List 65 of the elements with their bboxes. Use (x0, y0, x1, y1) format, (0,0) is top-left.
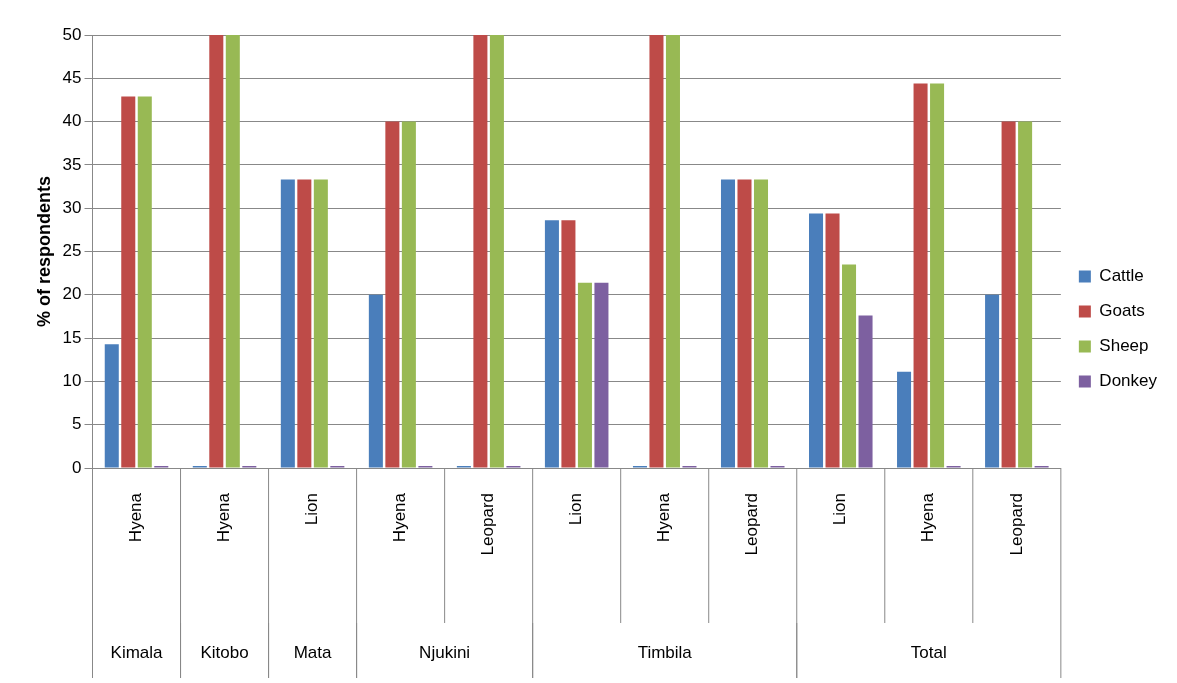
bar (561, 220, 576, 468)
y-tick-label: 40 (62, 111, 82, 131)
y-tick-label: 5 (72, 414, 82, 434)
bar (1001, 121, 1016, 468)
text: Kimala (110, 642, 164, 662)
bar (737, 179, 752, 468)
x-tick-label: Lion (830, 493, 850, 526)
bar (401, 121, 416, 468)
bar (649, 35, 664, 468)
text: Timbila (637, 642, 693, 662)
bar (753, 179, 769, 468)
bar (121, 96, 136, 468)
text: Kitobo (200, 642, 249, 662)
x-tick-label: Hyena (918, 492, 938, 543)
y-tick-label: 45 (62, 67, 82, 87)
legend-label: Donkey (1099, 371, 1158, 391)
bar (930, 83, 945, 468)
y-tick-label: 50 (62, 24, 82, 44)
bar (280, 179, 295, 468)
text: Total (910, 642, 947, 662)
x-tick-label: Leopard (478, 493, 498, 556)
bar (209, 35, 224, 468)
x-tick-label: Hyena (126, 492, 146, 543)
text: Mata (293, 642, 333, 662)
x-tick-label: Leopard (1006, 493, 1026, 556)
y-axis-title: % of respondents (33, 175, 54, 328)
legend-label: Sheep (1099, 336, 1149, 356)
bar (842, 264, 857, 468)
bar (858, 315, 873, 468)
legend-label: Goats (1099, 301, 1145, 321)
bar (720, 179, 735, 468)
bar (825, 213, 840, 468)
bar (489, 35, 504, 468)
bar (665, 35, 680, 468)
x-tick-label: Lion (566, 493, 586, 526)
y-tick-label: 30 (62, 197, 82, 217)
y-tick-label: 25 (62, 241, 82, 261)
bar (297, 179, 312, 468)
bar (809, 213, 824, 468)
bar (385, 121, 400, 468)
y-tick-label: 15 (62, 327, 82, 347)
bar (594, 282, 609, 468)
y-tick-label: 35 (62, 154, 82, 174)
bar (104, 344, 119, 468)
y-tick-label: 20 (62, 284, 82, 304)
bar (225, 35, 240, 468)
bar (577, 282, 592, 468)
x-tick-label: Leopard (742, 493, 762, 556)
bar (313, 179, 328, 468)
bar (368, 294, 383, 468)
bar (897, 371, 912, 468)
bar (1018, 121, 1033, 468)
text: Njukini (419, 642, 471, 662)
bar (913, 83, 928, 468)
bar (473, 35, 488, 468)
bar (544, 220, 559, 468)
y-tick-label: 10 (62, 371, 82, 391)
x-tick-label: Hyena (214, 492, 234, 543)
bar (137, 96, 152, 468)
x-tick-label: Lion (302, 493, 322, 526)
x-tick-label: Hyena (654, 492, 674, 543)
x-tick-label: Hyena (390, 492, 410, 543)
y-tick-label: 0 (72, 457, 82, 477)
bar (985, 294, 1000, 468)
legend-label: Cattle (1099, 266, 1144, 286)
